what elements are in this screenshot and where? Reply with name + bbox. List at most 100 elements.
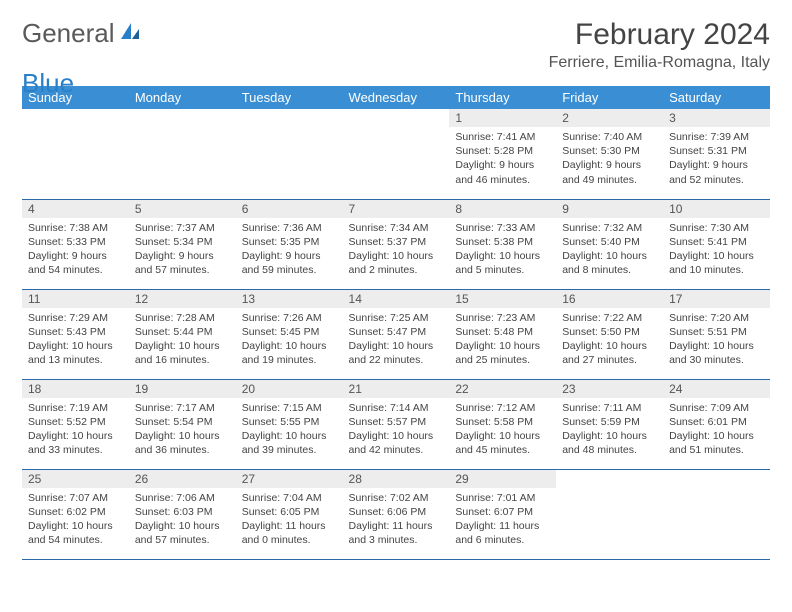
- day-info: Sunrise: 7:37 AMSunset: 5:34 PMDaylight:…: [129, 218, 236, 282]
- logo: General: [22, 18, 143, 49]
- daylight-line: Daylight: 9 hours and 57 minutes.: [135, 249, 230, 277]
- empty-cell: [663, 469, 770, 559]
- empty-cell: [556, 469, 663, 559]
- daylight-line: Daylight: 10 hours and 33 minutes.: [28, 429, 123, 457]
- weekday-header: Monday: [129, 86, 236, 109]
- day-number: 8: [449, 200, 556, 218]
- sunset-line: Sunset: 5:37 PM: [349, 235, 444, 249]
- sunset-line: Sunset: 5:44 PM: [135, 325, 230, 339]
- day-cell: 24Sunrise: 7:09 AMSunset: 6:01 PMDayligh…: [663, 379, 770, 469]
- daylight-line: Daylight: 10 hours and 25 minutes.: [455, 339, 550, 367]
- day-cell: 15Sunrise: 7:23 AMSunset: 5:48 PMDayligh…: [449, 289, 556, 379]
- weekday-header: Thursday: [449, 86, 556, 109]
- sunrise-line: Sunrise: 7:04 AM: [242, 491, 337, 505]
- sunset-line: Sunset: 5:59 PM: [562, 415, 657, 429]
- day-info: Sunrise: 7:06 AMSunset: 6:03 PMDaylight:…: [129, 488, 236, 552]
- daylight-line: Daylight: 10 hours and 36 minutes.: [135, 429, 230, 457]
- day-number: 20: [236, 380, 343, 398]
- sunrise-line: Sunrise: 7:23 AM: [455, 311, 550, 325]
- day-number: 21: [343, 380, 450, 398]
- location: Ferriere, Emilia-Romagna, Italy: [549, 54, 770, 72]
- daylight-line: Daylight: 10 hours and 57 minutes.: [135, 519, 230, 547]
- day-info: Sunrise: 7:30 AMSunset: 5:41 PMDaylight:…: [663, 218, 770, 282]
- sunrise-line: Sunrise: 7:37 AM: [135, 221, 230, 235]
- title-block: February 2024 Ferriere, Emilia-Romagna, …: [549, 18, 770, 72]
- day-info: Sunrise: 7:41 AMSunset: 5:28 PMDaylight:…: [449, 127, 556, 191]
- day-number: 19: [129, 380, 236, 398]
- calendar-body: 1Sunrise: 7:41 AMSunset: 5:28 PMDaylight…: [22, 109, 770, 559]
- daylight-line: Daylight: 10 hours and 5 minutes.: [455, 249, 550, 277]
- sunset-line: Sunset: 5:35 PM: [242, 235, 337, 249]
- sunrise-line: Sunrise: 7:07 AM: [28, 491, 123, 505]
- day-info: Sunrise: 7:04 AMSunset: 6:05 PMDaylight:…: [236, 488, 343, 552]
- day-cell: 28Sunrise: 7:02 AMSunset: 6:06 PMDayligh…: [343, 469, 450, 559]
- day-cell: 26Sunrise: 7:06 AMSunset: 6:03 PMDayligh…: [129, 469, 236, 559]
- day-info: Sunrise: 7:33 AMSunset: 5:38 PMDaylight:…: [449, 218, 556, 282]
- sunrise-line: Sunrise: 7:12 AM: [455, 401, 550, 415]
- sunrise-line: Sunrise: 7:19 AM: [28, 401, 123, 415]
- day-number: 13: [236, 290, 343, 308]
- sunset-line: Sunset: 5:55 PM: [242, 415, 337, 429]
- day-number: 3: [663, 109, 770, 127]
- sunset-line: Sunset: 5:40 PM: [562, 235, 657, 249]
- day-number: 10: [663, 200, 770, 218]
- daylight-line: Daylight: 11 hours and 6 minutes.: [455, 519, 550, 547]
- empty-cell: [343, 109, 450, 199]
- sunset-line: Sunset: 6:01 PM: [669, 415, 764, 429]
- day-cell: 2Sunrise: 7:40 AMSunset: 5:30 PMDaylight…: [556, 109, 663, 199]
- sunset-line: Sunset: 6:03 PM: [135, 505, 230, 519]
- daylight-line: Daylight: 10 hours and 13 minutes.: [28, 339, 123, 367]
- day-info: Sunrise: 7:17 AMSunset: 5:54 PMDaylight:…: [129, 398, 236, 462]
- day-number: 18: [22, 380, 129, 398]
- day-info: Sunrise: 7:28 AMSunset: 5:44 PMDaylight:…: [129, 308, 236, 372]
- sunset-line: Sunset: 5:48 PM: [455, 325, 550, 339]
- day-info: Sunrise: 7:15 AMSunset: 5:55 PMDaylight:…: [236, 398, 343, 462]
- daylight-line: Daylight: 11 hours and 0 minutes.: [242, 519, 337, 547]
- day-info: Sunrise: 7:22 AMSunset: 5:50 PMDaylight:…: [556, 308, 663, 372]
- sunrise-line: Sunrise: 7:14 AM: [349, 401, 444, 415]
- day-cell: 17Sunrise: 7:20 AMSunset: 5:51 PMDayligh…: [663, 289, 770, 379]
- day-cell: 23Sunrise: 7:11 AMSunset: 5:59 PMDayligh…: [556, 379, 663, 469]
- day-info: Sunrise: 7:23 AMSunset: 5:48 PMDaylight:…: [449, 308, 556, 372]
- day-info: Sunrise: 7:26 AMSunset: 5:45 PMDaylight:…: [236, 308, 343, 372]
- day-cell: 25Sunrise: 7:07 AMSunset: 6:02 PMDayligh…: [22, 469, 129, 559]
- sunset-line: Sunset: 5:30 PM: [562, 144, 657, 158]
- sunrise-line: Sunrise: 7:34 AM: [349, 221, 444, 235]
- daylight-line: Daylight: 11 hours and 3 minutes.: [349, 519, 444, 547]
- sunrise-line: Sunrise: 7:41 AM: [455, 130, 550, 144]
- day-cell: 13Sunrise: 7:26 AMSunset: 5:45 PMDayligh…: [236, 289, 343, 379]
- day-number: 29: [449, 470, 556, 488]
- day-number: 7: [343, 200, 450, 218]
- calendar-row: 18Sunrise: 7:19 AMSunset: 5:52 PMDayligh…: [22, 379, 770, 469]
- sunset-line: Sunset: 6:05 PM: [242, 505, 337, 519]
- sunset-line: Sunset: 5:57 PM: [349, 415, 444, 429]
- empty-cell: [22, 109, 129, 199]
- day-number: 5: [129, 200, 236, 218]
- day-cell: 7Sunrise: 7:34 AMSunset: 5:37 PMDaylight…: [343, 199, 450, 289]
- sunset-line: Sunset: 5:33 PM: [28, 235, 123, 249]
- day-cell: 18Sunrise: 7:19 AMSunset: 5:52 PMDayligh…: [22, 379, 129, 469]
- sunrise-line: Sunrise: 7:32 AM: [562, 221, 657, 235]
- day-number: 11: [22, 290, 129, 308]
- sunrise-line: Sunrise: 7:17 AM: [135, 401, 230, 415]
- day-info: Sunrise: 7:29 AMSunset: 5:43 PMDaylight:…: [22, 308, 129, 372]
- logo-sail-icon: [119, 21, 141, 46]
- sunrise-line: Sunrise: 7:01 AM: [455, 491, 550, 505]
- sunset-line: Sunset: 5:47 PM: [349, 325, 444, 339]
- weekday-header: Tuesday: [236, 86, 343, 109]
- day-cell: 29Sunrise: 7:01 AMSunset: 6:07 PMDayligh…: [449, 469, 556, 559]
- sunrise-line: Sunrise: 7:02 AM: [349, 491, 444, 505]
- calendar-row: 25Sunrise: 7:07 AMSunset: 6:02 PMDayligh…: [22, 469, 770, 559]
- weekday-header: Wednesday: [343, 86, 450, 109]
- day-number: 4: [22, 200, 129, 218]
- sunrise-line: Sunrise: 7:38 AM: [28, 221, 123, 235]
- day-number: 12: [129, 290, 236, 308]
- day-number: 27: [236, 470, 343, 488]
- day-info: Sunrise: 7:20 AMSunset: 5:51 PMDaylight:…: [663, 308, 770, 372]
- sunset-line: Sunset: 5:54 PM: [135, 415, 230, 429]
- daylight-line: Daylight: 10 hours and 45 minutes.: [455, 429, 550, 457]
- sunset-line: Sunset: 5:41 PM: [669, 235, 764, 249]
- day-cell: 10Sunrise: 7:30 AMSunset: 5:41 PMDayligh…: [663, 199, 770, 289]
- day-info: Sunrise: 7:34 AMSunset: 5:37 PMDaylight:…: [343, 218, 450, 282]
- day-cell: 12Sunrise: 7:28 AMSunset: 5:44 PMDayligh…: [129, 289, 236, 379]
